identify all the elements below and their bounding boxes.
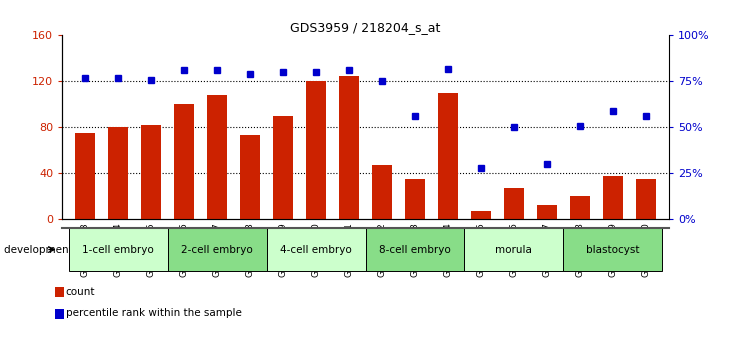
Bar bbox=[372, 165, 392, 219]
Bar bbox=[570, 196, 590, 219]
Bar bbox=[339, 76, 359, 219]
Text: 2-cell embryo: 2-cell embryo bbox=[181, 245, 253, 255]
Text: 1-cell embryo: 1-cell embryo bbox=[83, 245, 154, 255]
Text: 8-cell embryo: 8-cell embryo bbox=[379, 245, 451, 255]
Text: count: count bbox=[66, 287, 95, 297]
Bar bbox=[75, 133, 95, 219]
Bar bbox=[405, 179, 425, 219]
Bar bbox=[306, 81, 326, 219]
Text: 4-cell embryo: 4-cell embryo bbox=[280, 245, 352, 255]
Title: GDS3959 / 218204_s_at: GDS3959 / 218204_s_at bbox=[290, 21, 441, 34]
Text: percentile rank within the sample: percentile rank within the sample bbox=[66, 308, 242, 318]
Bar bbox=[240, 136, 260, 219]
Bar bbox=[207, 95, 227, 219]
Bar bbox=[537, 205, 557, 219]
Text: morula: morula bbox=[496, 245, 532, 255]
Bar bbox=[273, 116, 293, 219]
Bar bbox=[603, 176, 623, 219]
Bar bbox=[471, 211, 491, 219]
Bar bbox=[174, 104, 194, 219]
Bar bbox=[141, 125, 161, 219]
Bar bbox=[438, 93, 458, 219]
Bar bbox=[108, 127, 128, 219]
Text: blastocyst: blastocyst bbox=[586, 245, 640, 255]
Text: development stage: development stage bbox=[4, 245, 105, 255]
Bar bbox=[504, 188, 524, 219]
Bar bbox=[636, 179, 656, 219]
